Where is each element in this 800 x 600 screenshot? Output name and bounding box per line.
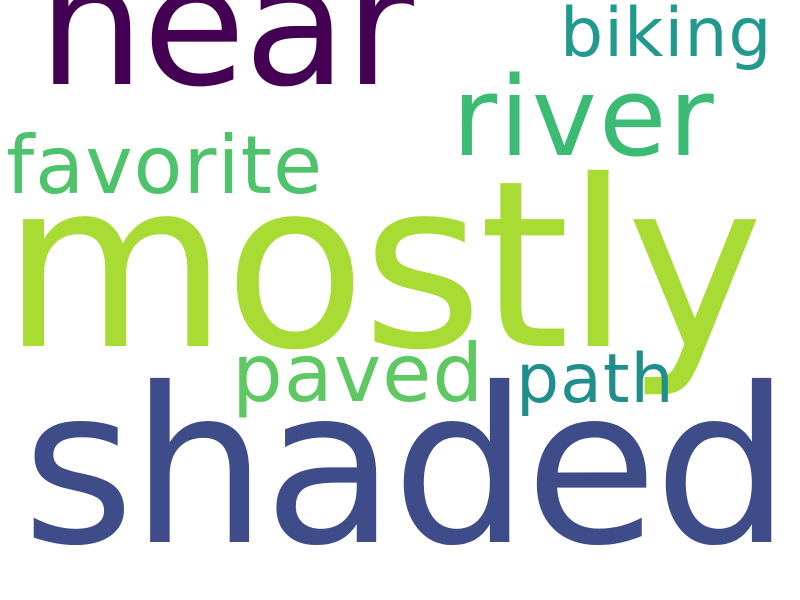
word-mostly: mostly bbox=[2, 131, 764, 401]
word-biking: biking bbox=[560, 0, 773, 73]
word-near: near bbox=[38, 0, 414, 124]
word-path: path bbox=[516, 340, 675, 419]
word-paved: paved bbox=[232, 327, 485, 420]
word-shaded: shaded bbox=[22, 342, 791, 593]
word-favorite: favorite bbox=[6, 119, 324, 212]
word-river: river bbox=[452, 53, 716, 181]
